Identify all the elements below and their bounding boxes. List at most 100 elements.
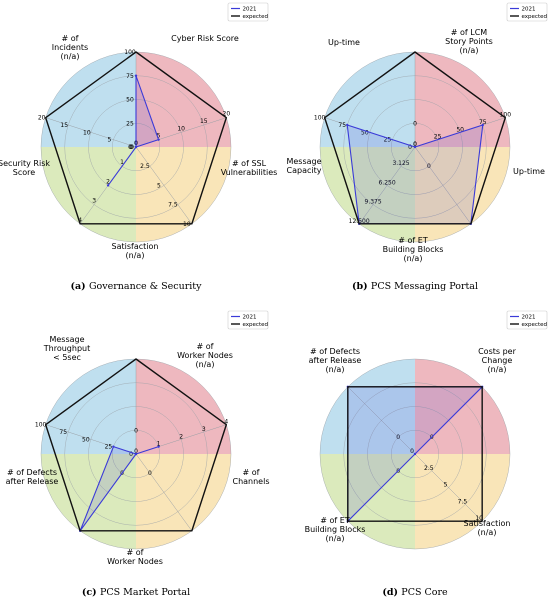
legend-label-expected: expected [522, 322, 547, 328]
sector-quadrant [136, 454, 231, 549]
axis-label: # of Defects after Release (n/a) [309, 347, 362, 374]
tick-label: 50 [456, 126, 464, 133]
tick-label: 15 [200, 118, 208, 125]
sector-quadrant [41, 359, 136, 454]
legend-label-2021: 2021 [243, 315, 257, 321]
tick-label: 0 [427, 163, 431, 170]
radar-panel-2: 00255075100003.1256.2509.37512.500025507… [286, 2, 548, 292]
series-2021-point [157, 445, 160, 448]
tick-label: 2.5 [140, 163, 150, 170]
axis-label: Cyber Risk Score [171, 34, 239, 43]
tick-label: 5 [157, 182, 161, 189]
axis-label: # of Worker Nodes [107, 548, 163, 566]
axis-label: # of Incidents (n/a) [52, 34, 88, 61]
tick-label: 4 [78, 217, 82, 224]
tick-label: 0 [129, 144, 133, 151]
tick-label: 20 [38, 115, 46, 122]
tick-label: 4 [224, 419, 228, 426]
sector-quadrant [415, 52, 510, 147]
series-2021-point [134, 452, 138, 456]
grid-ring [319, 358, 511, 550]
tick-label: 0 [413, 141, 417, 148]
tick-label: 0 [408, 144, 412, 151]
series-2021-point [413, 452, 417, 456]
series-2021-point [481, 123, 484, 127]
panel-caption: (d) PCS Core [382, 587, 448, 598]
series-2021-point [413, 145, 417, 149]
panel-caption: (b) PCS Messaging Portal [352, 281, 478, 292]
tick-label: 0 [413, 141, 417, 148]
tick-label: 10 [177, 125, 185, 132]
grid-ring [343, 382, 487, 526]
tick-label: 0 [129, 451, 133, 458]
tick-label: 5 [107, 137, 111, 144]
axis-label: Satisfaction (n/a) [112, 242, 159, 260]
tick-label: 0 [396, 434, 400, 441]
tick-label: 75 [59, 429, 67, 436]
axis-label: Up-time [513, 167, 545, 176]
axis-spoke [347, 386, 416, 455]
tick-label: 6.250 [378, 179, 395, 186]
legend-label-expected: expected [522, 14, 547, 20]
axis-label: # of SSL Vulnerabilities [221, 159, 278, 177]
sector-quadrant [415, 147, 510, 242]
series-2021-point [134, 145, 138, 149]
axis-spoke [414, 146, 472, 225]
tick-label: 25 [126, 120, 134, 127]
tick-label: 7.5 [458, 498, 468, 505]
sector-quadrant [41, 454, 136, 549]
series-2021-point [134, 74, 138, 77]
series-2021-point [112, 445, 115, 448]
axis-label: # of LCM Story Points (n/a) [445, 28, 493, 55]
panel-caption: (c) PCS Market Portal [82, 587, 190, 598]
tick-label: 0 [410, 448, 414, 455]
tick-label: 100 [314, 115, 326, 122]
axis-label: # of Channels [232, 468, 269, 486]
grid-ring [367, 406, 463, 502]
axis-label: Costs per Change (n/a) [478, 347, 516, 374]
tick-label: 1 [157, 441, 161, 448]
sector-quadrant [41, 147, 136, 242]
tick-label: 3 [92, 198, 96, 205]
panel-caption: (a) Governance & Security [71, 281, 203, 292]
tick-label: 10 [83, 129, 91, 136]
tick-label: 50 [361, 129, 369, 136]
series-expected-line [347, 386, 483, 522]
tick-label: 75 [338, 122, 346, 129]
legend-label-2021: 2021 [243, 7, 257, 13]
tick-label: 5 [444, 482, 448, 489]
sector-quadrant [136, 359, 231, 454]
series-expected-line [323, 51, 507, 225]
tick-label: 0 [130, 144, 134, 151]
axis-spoke [135, 453, 193, 532]
tick-label: 0 [134, 427, 138, 434]
series-expected-line [44, 358, 228, 532]
tick-label: 0 [413, 120, 417, 127]
series-2021-point [106, 184, 110, 187]
tick-label: 2.5 [424, 465, 434, 472]
legend-label-2021: 2021 [522, 7, 536, 13]
tick-label: 3 [202, 426, 206, 433]
tick-label: 100 [124, 49, 136, 56]
tick-label: 3.125 [392, 160, 409, 167]
axis-label: # of Defects after Release [6, 468, 59, 486]
tick-label: 25 [434, 134, 442, 141]
legend-label-2021: 2021 [522, 315, 536, 321]
tick-label: 7.5 [168, 202, 178, 209]
tick-label: 20 [223, 111, 231, 118]
sector-quadrant [136, 52, 231, 147]
grid-ring [391, 430, 439, 478]
sector-quadrant [41, 52, 136, 147]
tick-label: 0 [148, 470, 152, 477]
tick-label: 9.375 [365, 199, 382, 206]
sector-quadrant [136, 147, 231, 242]
tick-label: 100 [35, 422, 47, 429]
series-2021-point [157, 138, 160, 141]
axis-label: # of ET Building Blocks (n/a) [305, 516, 366, 543]
series-2021-point [346, 123, 349, 127]
